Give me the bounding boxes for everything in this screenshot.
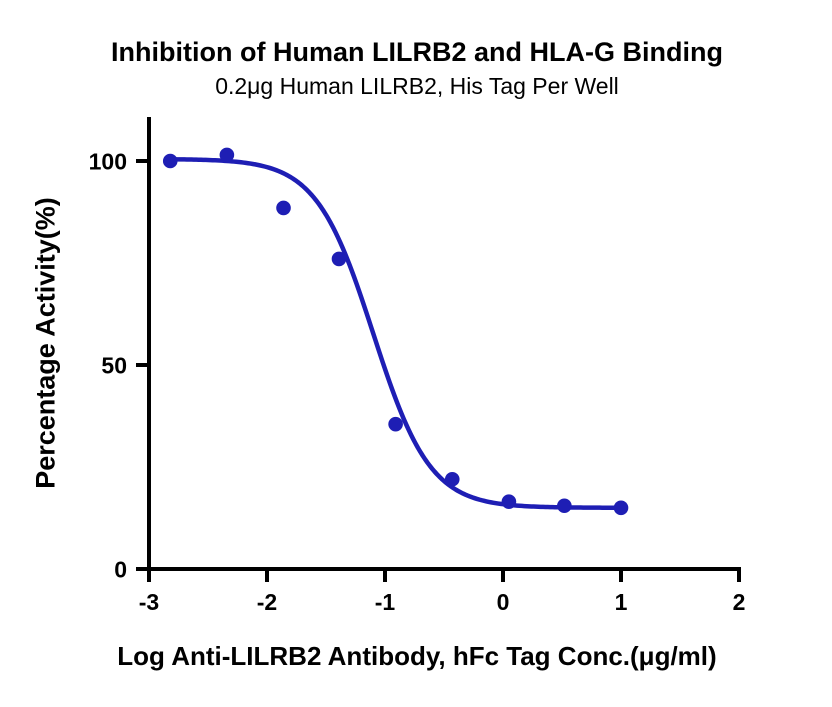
data-point	[444, 471, 460, 487]
x-tick-label: -3	[139, 589, 159, 615]
y-tick-label: 50	[101, 352, 127, 378]
data-point	[557, 498, 572, 514]
chart-subtitle: 0.2μg Human LILRB2, His Tag Per Well	[215, 73, 619, 99]
x-tick-label: -2	[257, 589, 277, 615]
data-point	[276, 200, 291, 216]
x-tick-label: -1	[375, 589, 396, 615]
fit-curve	[167, 156, 624, 510]
data-point	[388, 416, 403, 432]
x-axis-title: Log Anti-LILRB2 Antibody, hFc Tag Conc.(…	[117, 641, 717, 671]
y-tick-label: 0	[114, 556, 127, 582]
y-axis-title-text: Percentage Activity(%)	[30, 197, 61, 489]
x-tick-label: 0	[497, 589, 510, 615]
data-point	[219, 147, 235, 163]
x-tick-label: 2	[733, 589, 746, 615]
y-tick-label: 100	[89, 148, 127, 174]
data-point	[501, 494, 517, 509]
x-tick-label: 1	[615, 589, 628, 615]
data-point	[613, 500, 629, 516]
data-point	[162, 153, 178, 169]
data-point	[331, 251, 347, 267]
chart-title: Inhibition of Human LILRB2 and HLA-G Bin…	[111, 37, 723, 67]
